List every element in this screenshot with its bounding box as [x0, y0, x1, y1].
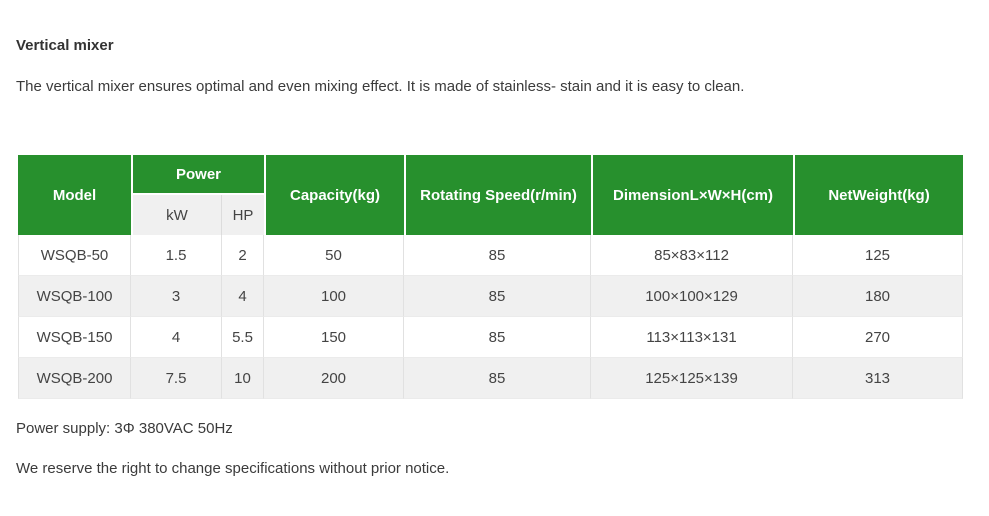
header-capacity: Capacity(kg) [264, 155, 405, 235]
cell-weight: 180 [793, 276, 964, 317]
cell-hp: 2 [222, 235, 265, 276]
disclaimer-note: We reserve the right to change specifica… [16, 460, 450, 477]
cell-capacity: 200 [264, 358, 405, 399]
cell-kw: 7.5 [131, 358, 222, 399]
header-row-sub: kW HP [18, 195, 963, 235]
header-power: Power [131, 155, 265, 195]
table-row: WSQB-200 7.5 10 200 85 125×125×139 313 [18, 358, 964, 399]
cell-dimension: 100×100×129 [591, 276, 794, 317]
cell-model: WSQB-50 [18, 235, 131, 276]
header-net-weight: NetWeight(kg) [793, 155, 964, 235]
cell-dimension: 125×125×139 [591, 358, 794, 399]
cell-speed: 85 [404, 276, 592, 317]
cell-model: WSQB-100 [18, 276, 131, 317]
table-row: WSQB-100 3 4 100 85 100×100×129 180 [18, 276, 964, 317]
cell-dimension: 113×113×131 [591, 317, 794, 358]
cell-kw: 1.5 [131, 235, 222, 276]
cell-capacity: 50 [264, 235, 405, 276]
header-rotating-speed: Rotating Speed(r/min) [404, 155, 592, 235]
cell-capacity: 100 [264, 276, 405, 317]
cell-weight: 313 [793, 358, 964, 399]
power-supply-note: Power supply: 3Φ 380VAC 50Hz [16, 420, 233, 437]
cell-weight: 125 [793, 235, 964, 276]
cell-hp: 10 [222, 358, 265, 399]
header-dimension: DimensionL×W×H(cm) [591, 155, 794, 235]
product-description: The vertical mixer ensures optimal and e… [16, 78, 745, 95]
cell-speed: 85 [404, 317, 592, 358]
table-row: WSQB-50 1.5 2 50 85 85×83×112 125 [18, 235, 964, 276]
spec-table: Model Power Capacity(kg) Rotating Speed(… [18, 155, 964, 399]
cell-hp: 5.5 [222, 317, 265, 358]
header-hp: HP [222, 195, 265, 235]
cell-hp: 4 [222, 276, 265, 317]
header-kw: kW [131, 195, 222, 235]
cell-model: WSQB-200 [18, 358, 131, 399]
header-row-top: Model Power Capacity(kg) Rotating Speed(… [18, 155, 964, 235]
cell-model: WSQB-150 [18, 317, 131, 358]
cell-weight: 270 [793, 317, 964, 358]
cell-speed: 85 [404, 235, 592, 276]
cell-capacity: 150 [264, 317, 405, 358]
cell-speed: 85 [404, 358, 592, 399]
table-row: WSQB-150 4 5.5 150 85 113×113×131 270 [18, 317, 964, 358]
cell-dimension: 85×83×112 [591, 235, 794, 276]
cell-kw: 3 [131, 276, 222, 317]
cell-kw: 4 [131, 317, 222, 358]
header-model: Model [18, 155, 131, 235]
page-title: Vertical mixer [16, 37, 114, 54]
